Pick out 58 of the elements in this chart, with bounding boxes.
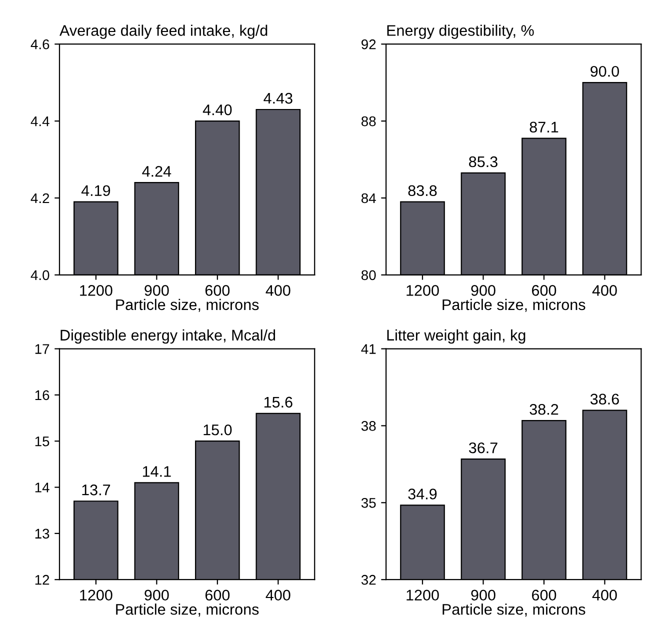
y-tick-label: 4.2 [30, 193, 50, 204]
y-tick-label: 80 [361, 270, 376, 280]
data-label: 90.0 [590, 66, 619, 77]
x-tick-label: 600 [532, 590, 556, 601]
y-tick-label: 13 [35, 528, 50, 539]
chart-title: Energy digestibility, % [387, 24, 534, 39]
y-tick-label: 14 [35, 482, 50, 492]
data-label: 4.40 [202, 104, 232, 116]
x-tick-label: 1200 [80, 285, 112, 296]
data-label: 4.43 [264, 92, 292, 104]
data-label: 14.1 [142, 466, 171, 477]
y-tick-label: 4.0 [30, 270, 50, 280]
data-label: 38.2 [530, 404, 558, 415]
y-tick-label: 4.6 [30, 39, 50, 50]
y-tick-label: 4.4 [30, 116, 50, 126]
y-tick-label: 38 [361, 421, 376, 431]
y-tick-label: 15 [35, 436, 50, 446]
x-tick-label: 600 [205, 590, 230, 601]
x-tick-label: 1200 [406, 590, 439, 601]
x-tick-label: 900 [144, 285, 169, 296]
x-tick-label: 400 [266, 285, 290, 296]
y-tick-label: 92 [362, 39, 376, 50]
x-tick-label: 600 [532, 285, 556, 296]
chart-title: Litter weight gain, kg [387, 329, 526, 344]
x-tick-label: 400 [266, 590, 290, 601]
x-tick-label: 400 [592, 285, 617, 296]
data-label: 15.6 [264, 396, 292, 408]
chart-title: Average daily feed intake, kg/d [60, 24, 268, 39]
data-label: 83.8 [408, 185, 437, 196]
data-label: 15.0 [204, 424, 232, 436]
x-axis-title: Particle size, microns [442, 298, 586, 312]
y-tick-label: 32 [361, 574, 376, 585]
x-tick-label: 900 [471, 590, 496, 601]
x-axis-title: Particle size, microns [116, 298, 259, 312]
data-label: 13.7 [82, 484, 110, 496]
x-tick-label: 1200 [406, 285, 439, 296]
x-tick-label: 1200 [80, 590, 112, 601]
chart-title: Digestible energy intake, Mcal/d [60, 329, 276, 344]
x-tick-label: 900 [471, 285, 496, 296]
y-tick-label: 41 [361, 344, 376, 354]
data-label: 38.6 [590, 394, 619, 405]
data-label: 4.24 [142, 166, 172, 177]
data-label: 4.19 [81, 185, 110, 196]
x-axis-title: Particle size, microns [442, 604, 586, 617]
y-tick-label: 12 [35, 574, 50, 585]
data-label: 85.3 [469, 156, 498, 168]
x-tick-label: 600 [205, 285, 230, 296]
y-tick-label: 17 [35, 344, 50, 354]
x-axis-title: Particle size, microns [116, 604, 259, 617]
data-label: 87.1 [530, 122, 558, 133]
x-tick-label: 400 [592, 590, 617, 601]
y-tick-label: 35 [361, 498, 376, 508]
data-label: 34.9 [408, 488, 437, 500]
data-label: 36.7 [468, 442, 498, 454]
y-tick-label: 84 [361, 193, 376, 204]
y-tick-label: 16 [35, 390, 50, 400]
y-tick-label: 88 [361, 116, 376, 126]
x-tick-label: 900 [144, 590, 169, 601]
